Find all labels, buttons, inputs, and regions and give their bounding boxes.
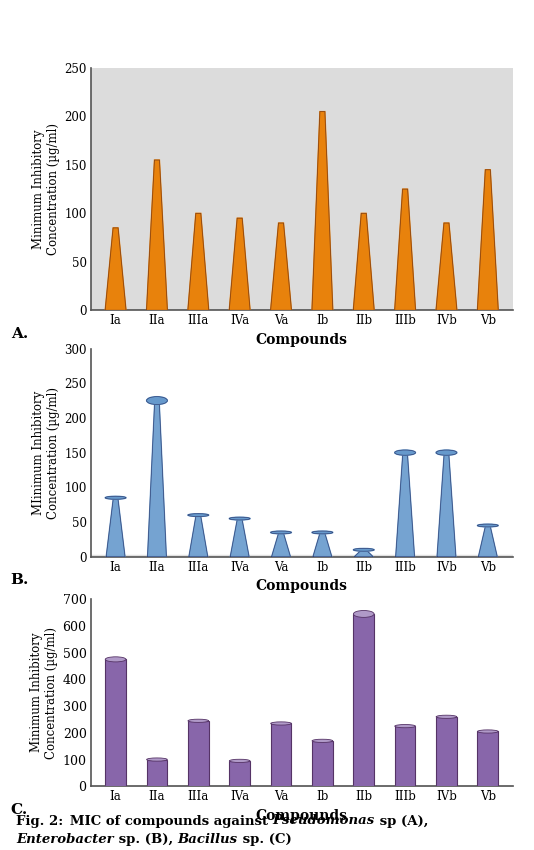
Text: sp. (B),: sp. (B), — [114, 833, 177, 847]
X-axis label: Compounds: Compounds — [256, 809, 348, 823]
Polygon shape — [437, 452, 456, 557]
Bar — [147, 760, 167, 786]
Ellipse shape — [354, 548, 374, 551]
Bar — [271, 723, 292, 786]
Text: B.: B. — [11, 573, 29, 587]
Ellipse shape — [436, 715, 457, 718]
Polygon shape — [105, 228, 126, 310]
Ellipse shape — [271, 531, 292, 534]
Ellipse shape — [477, 524, 498, 527]
Ellipse shape — [395, 724, 415, 728]
Text: Enterobacter: Enterobacter — [16, 833, 114, 847]
Polygon shape — [355, 550, 373, 557]
X-axis label: Compounds: Compounds — [256, 580, 348, 593]
X-axis label: Compounds: Compounds — [256, 333, 348, 347]
Ellipse shape — [477, 730, 498, 733]
Ellipse shape — [312, 740, 333, 742]
Y-axis label: Minimum Inhibitory
Concentration (µg/ml): Minimum Inhibitory Concentration (µg/ml) — [32, 123, 60, 255]
Ellipse shape — [312, 785, 333, 788]
Ellipse shape — [271, 785, 292, 788]
Bar — [188, 721, 209, 786]
Polygon shape — [478, 525, 497, 557]
Polygon shape — [313, 532, 332, 557]
Ellipse shape — [105, 657, 126, 662]
Ellipse shape — [229, 759, 250, 762]
Polygon shape — [106, 498, 125, 557]
Text: sp (A),: sp (A), — [375, 814, 428, 828]
Polygon shape — [354, 213, 374, 310]
Ellipse shape — [146, 397, 167, 405]
Polygon shape — [230, 518, 249, 557]
Y-axis label: MIinimum Inhibitory
Concentration (µg/ml): MIinimum Inhibitory Concentration (µg/ml… — [32, 387, 60, 518]
Ellipse shape — [147, 785, 167, 788]
Polygon shape — [146, 160, 167, 310]
Bar — [229, 761, 250, 786]
Ellipse shape — [229, 785, 250, 788]
Polygon shape — [87, 555, 517, 563]
Polygon shape — [272, 532, 290, 557]
Ellipse shape — [354, 610, 374, 617]
Bar — [105, 660, 126, 786]
Polygon shape — [396, 452, 414, 557]
Ellipse shape — [105, 784, 126, 789]
Polygon shape — [477, 170, 498, 310]
Ellipse shape — [105, 496, 126, 499]
Polygon shape — [229, 218, 250, 310]
Bar — [395, 726, 415, 786]
Polygon shape — [271, 223, 292, 310]
Ellipse shape — [312, 531, 333, 534]
Ellipse shape — [271, 722, 292, 725]
Text: Pseudomonas: Pseudomonas — [273, 814, 375, 828]
Ellipse shape — [188, 513, 209, 517]
Polygon shape — [436, 223, 457, 310]
Polygon shape — [312, 111, 333, 310]
Polygon shape — [395, 190, 415, 310]
Bar — [436, 717, 457, 786]
Bar — [312, 741, 333, 786]
Ellipse shape — [229, 517, 250, 520]
Ellipse shape — [395, 785, 415, 788]
Polygon shape — [189, 515, 208, 557]
Ellipse shape — [188, 719, 209, 722]
Bar — [354, 614, 374, 786]
Text: Fig. 2: MIC of compounds against: Fig. 2: MIC of compounds against — [16, 814, 273, 828]
Ellipse shape — [395, 450, 415, 456]
Text: C.: C. — [11, 803, 28, 818]
Ellipse shape — [477, 785, 498, 788]
Ellipse shape — [436, 785, 457, 788]
Bar — [477, 732, 498, 786]
Ellipse shape — [436, 450, 457, 456]
Ellipse shape — [147, 758, 167, 761]
Text: Bacillus: Bacillus — [177, 833, 238, 847]
Y-axis label: Minimum Inhibitory
Concentration (µg/ml): Minimum Inhibitory Concentration (µg/ml) — [30, 626, 58, 759]
Ellipse shape — [188, 785, 209, 788]
Polygon shape — [188, 213, 209, 310]
Ellipse shape — [354, 783, 374, 790]
Text: sp. (C): sp. (C) — [238, 833, 291, 847]
Polygon shape — [147, 400, 167, 557]
Text: A.: A. — [11, 327, 28, 342]
